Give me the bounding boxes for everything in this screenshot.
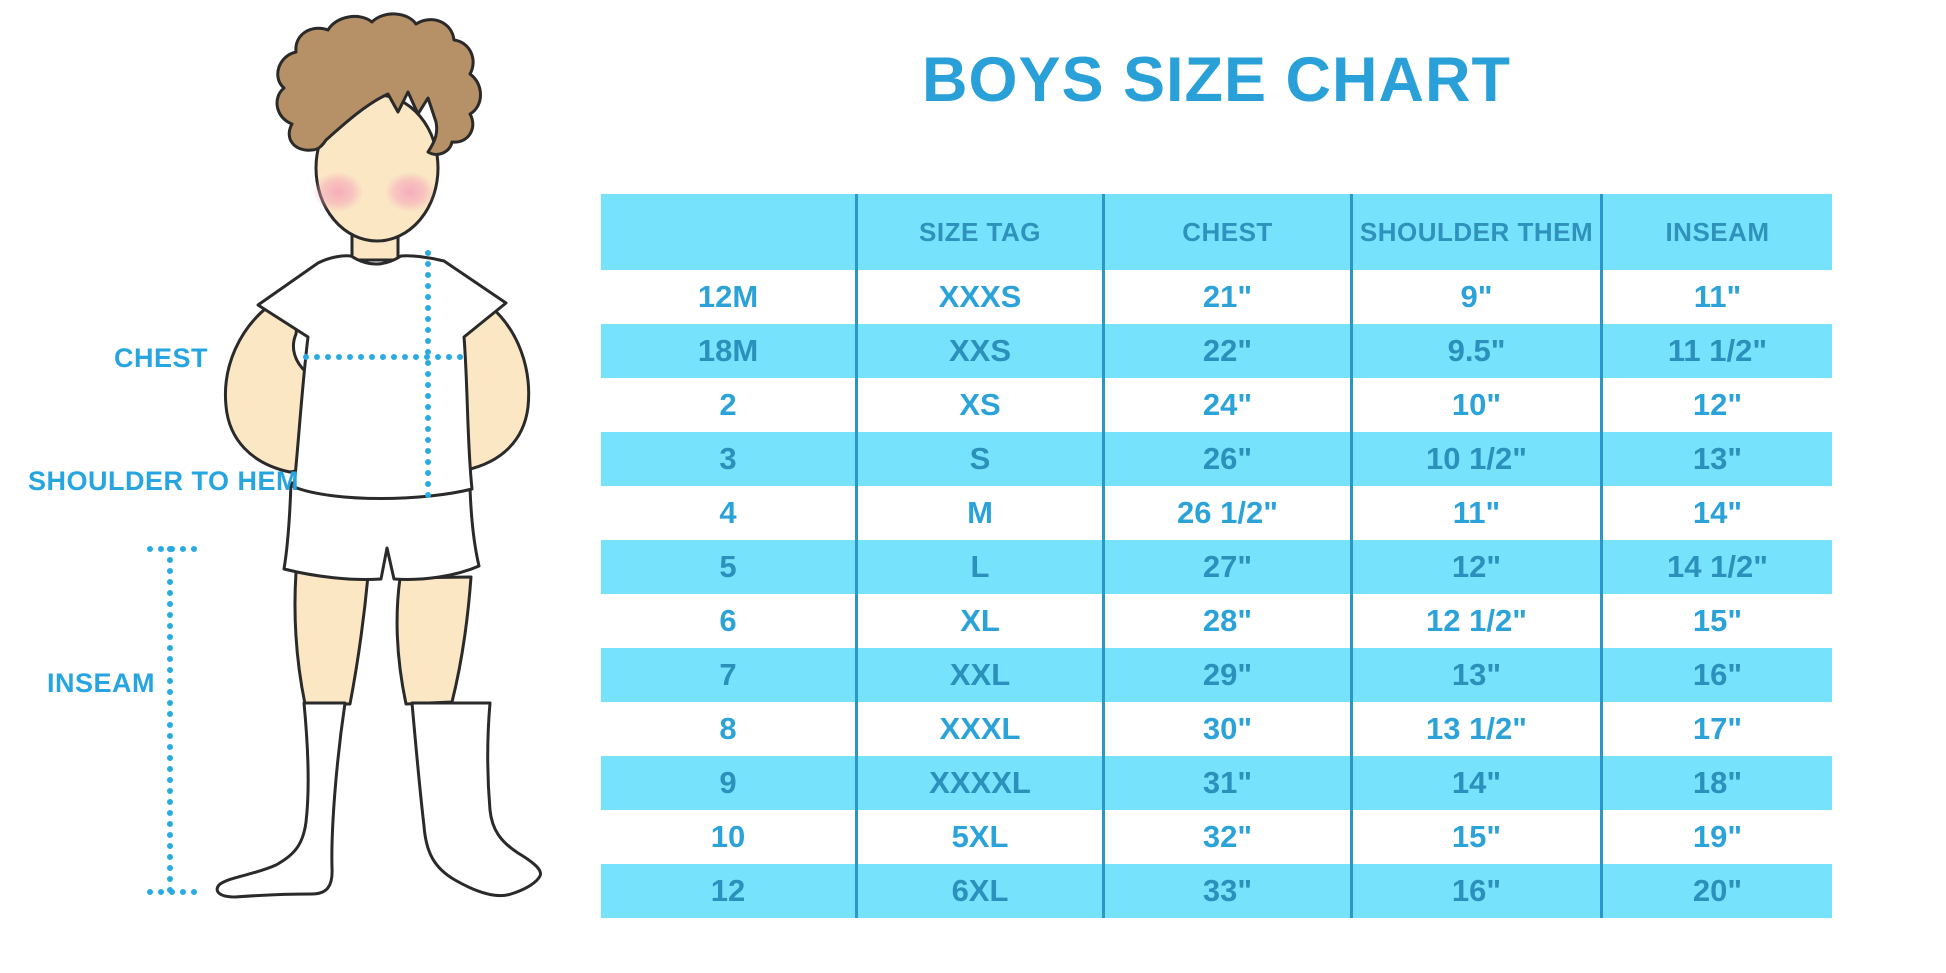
table-cell: 30": [1102, 702, 1350, 756]
table-cell: 31": [1102, 756, 1350, 810]
boy-measurement-diagram: [147, 12, 542, 899]
table-cell: 14": [1600, 486, 1832, 540]
table-row-9: 9 XXXXL 31" 14" 18": [601, 756, 1832, 810]
table-cell: 26": [1102, 432, 1350, 486]
table-cell: 14": [1350, 756, 1600, 810]
shorts: [282, 481, 481, 581]
table-cell: 5: [601, 540, 855, 594]
table-cell: 11": [1350, 486, 1600, 540]
table-row-12m: 12M XXXS 21" 9" 11": [601, 270, 1832, 324]
table-cell: 9": [1350, 270, 1600, 324]
table-row-12: 12 6XL 33" 16" 20": [601, 864, 1832, 918]
table-cell: M: [855, 486, 1102, 540]
table-cell: 20": [1600, 864, 1832, 918]
right-blush: [385, 172, 435, 212]
table-row-2: 2 XS 24" 10" 12": [601, 378, 1832, 432]
table-cell: 5XL: [855, 810, 1102, 864]
header-cell-inseam: INSEAM: [1600, 194, 1832, 270]
table-row-18m: 18M XXS 22" 9.5" 11 1/2": [601, 324, 1832, 378]
header-cell-size-tag: SIZE TAG: [855, 194, 1102, 270]
table-cell: 3: [601, 432, 855, 486]
table-cell: S: [855, 432, 1102, 486]
table-cell: 9: [601, 756, 855, 810]
table-cell: 15": [1600, 594, 1832, 648]
page-title: BOYS SIZE CHART: [921, 45, 1512, 115]
table-cell: 16": [1600, 648, 1832, 702]
right-leg: [395, 575, 473, 706]
table-cell: 6XL: [855, 864, 1102, 918]
table-cell: 32": [1102, 810, 1350, 864]
table-cell: 10: [710, 819, 746, 854]
tshirt: [256, 254, 508, 500]
table-cell: 6: [719, 603, 737, 638]
header-cell-shoulder: SHOULDER THEM: [1350, 194, 1600, 270]
table-cell: XXXXL: [855, 756, 1102, 810]
hair: [275, 12, 482, 156]
table-cell: 12": [1600, 378, 1832, 432]
table-cell: 12": [1350, 540, 1600, 594]
table-cell: XXXS: [855, 270, 1102, 324]
table-row-6: 6 XL 28" 12 1/2" 15": [601, 594, 1832, 648]
table-cell: 11": [1600, 270, 1832, 324]
table-cell: 17": [1600, 702, 1832, 756]
chest-measure-label: CHEST: [113, 343, 208, 373]
left-blush: [313, 172, 363, 212]
header-cell-chest: CHEST: [1102, 194, 1350, 270]
table-cell: 29": [1102, 648, 1350, 702]
table-cell: 13": [1600, 432, 1832, 486]
left-sock: [215, 701, 347, 899]
table-cell: 18M: [601, 324, 855, 378]
table-cell: 18": [1600, 756, 1832, 810]
table-cell: 13": [1350, 648, 1600, 702]
table-cell: 12: [601, 864, 855, 918]
table-cell: XL: [855, 594, 1102, 648]
table-cell: 16": [1350, 864, 1600, 918]
table-cell: 14 1/2": [1600, 540, 1832, 594]
inseam-measure-line: [147, 546, 200, 895]
inseam-measure-label: INSEAM: [46, 668, 155, 698]
table-cell: XXL: [855, 648, 1102, 702]
table-row-10: 10 5XL 32" 15" 19": [601, 810, 1832, 864]
table-row-5: 5 L 27" 12" 14 1/2": [601, 540, 1832, 594]
table-row-8: 8 XXXL 30" 13 1/2" 17": [601, 702, 1832, 756]
right-sock: [410, 701, 542, 898]
table-cell: 13 1/2": [1350, 702, 1600, 756]
table-row-7: 7 XXL 29" 13" 16": [601, 648, 1832, 702]
table-cell: XS: [855, 378, 1102, 432]
table-cell: 28": [1102, 594, 1350, 648]
left-leg: [293, 570, 370, 706]
table-row-4: 4 M 26 1/2" 11" 14": [601, 486, 1832, 540]
table-cell: XXXL: [855, 702, 1102, 756]
table-cell: 15": [1350, 810, 1600, 864]
table-cell: 10 1/2": [1350, 432, 1600, 486]
size-table: SIZE TAG CHEST SHOULDER THEM INSEAM 12M …: [601, 194, 1832, 918]
header-cell-blank: [601, 194, 855, 270]
table-cell: 2: [719, 387, 737, 422]
table-cell: 21": [1102, 270, 1350, 324]
table-cell: 26 1/2": [1102, 486, 1350, 540]
table-cell: 10": [1350, 378, 1600, 432]
table-header-row: SIZE TAG CHEST SHOULDER THEM INSEAM: [601, 194, 1832, 270]
table-cell: XXS: [855, 324, 1102, 378]
shoulder-to-hem-measure-label: SHOULDER TO HEM: [28, 466, 300, 496]
table-cell: 33": [1102, 864, 1350, 918]
table-cell: 12 1/2": [1350, 594, 1600, 648]
table-row-3: 3 S 26" 10 1/2" 13": [601, 432, 1832, 486]
table-cell: L: [855, 540, 1102, 594]
table-cell: 11 1/2": [1600, 324, 1832, 378]
table-cell: 24": [1102, 378, 1350, 432]
table-cell: 19": [1600, 810, 1832, 864]
table-cell: 8: [719, 711, 737, 746]
table-cell: 27": [1102, 540, 1350, 594]
table-cell: 7: [601, 648, 855, 702]
table-cell: 12M: [697, 279, 759, 314]
table-cell: 4: [719, 495, 737, 530]
table-cell: 22": [1102, 324, 1350, 378]
table-cell: 9.5": [1350, 324, 1600, 378]
